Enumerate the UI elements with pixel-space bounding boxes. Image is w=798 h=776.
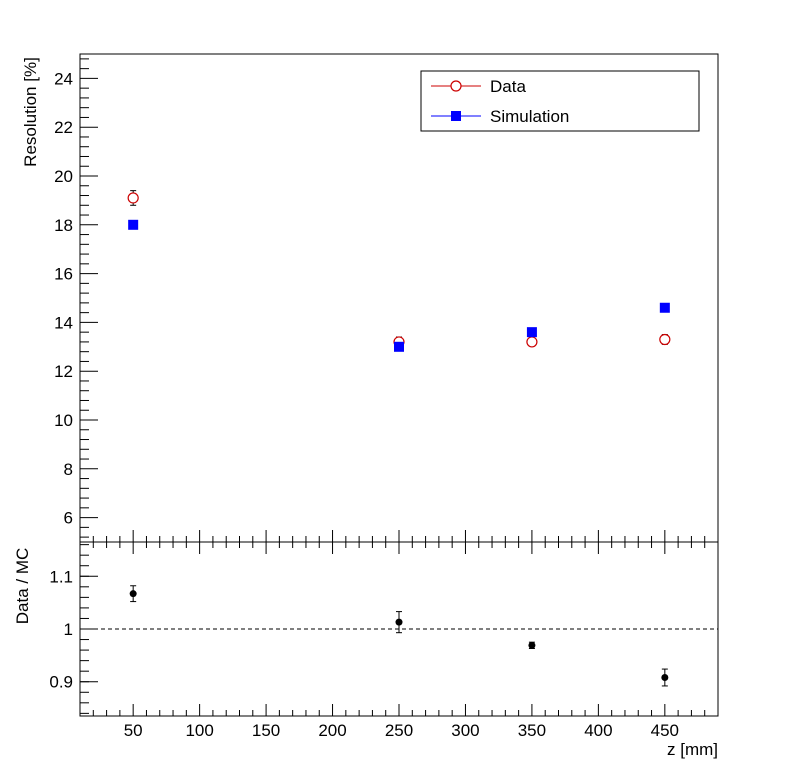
- x-tick-label: 100: [185, 721, 213, 740]
- legend-data-label: Data: [490, 77, 526, 96]
- simulation-point: [526, 327, 537, 338]
- top-panel: 6 8 10 12 14 16 18 20 22 24 Resolution [%] Data S…: [21, 53, 719, 543]
- y-tick-label: 1: [64, 620, 73, 639]
- y-tick-label: 14: [54, 313, 73, 332]
- bottom-y-axis: 0.9 1 1.1: [49, 544, 98, 714]
- top-y-axis: 6 8 10 12 14 16 18 20 22 24: [54, 58, 98, 538]
- ratio-point: [661, 674, 669, 682]
- top-series-layer: [127, 190, 671, 352]
- data-point: [526, 336, 538, 348]
- y-tick-label: 8: [64, 460, 73, 479]
- y-tick-label: 24: [54, 69, 73, 88]
- y-tick-label: 0.9: [49, 673, 73, 692]
- top-y-axis-label: Resolution [%]: [21, 57, 40, 167]
- ratio-point: [528, 641, 536, 649]
- x-tick-label: 300: [451, 721, 479, 740]
- y-tick-label: 20: [54, 167, 73, 186]
- x-tick-label: 450: [651, 721, 679, 740]
- x-tick-label: 50: [124, 721, 143, 740]
- y-tick-label: 10: [54, 411, 73, 430]
- ratio-point: [395, 618, 403, 626]
- bottom-panel: 0.9 1 1.1 50 100 150 200 250 300 350 400 450 Data …: [13, 541, 719, 759]
- data-point: [659, 333, 671, 346]
- x-axis-label: z [mm]: [667, 740, 718, 759]
- bottom-x-axis: 50 100 150 200 250 300 350 400 450: [92, 542, 706, 740]
- legend-simulation-label: Simulation: [490, 107, 569, 126]
- data-point: [127, 192, 139, 204]
- x-tick-label: 200: [318, 721, 346, 740]
- legend-data-marker: [450, 80, 462, 92]
- simulation-point: [128, 219, 139, 230]
- bottom-series-layer: [129, 585, 669, 687]
- y-tick-label: 22: [54, 118, 73, 137]
- x-tick-label: 400: [584, 721, 612, 740]
- x-tick-label: 150: [252, 721, 280, 740]
- bottom-y-axis-label: Data / MC: [13, 548, 32, 625]
- x-tick-label: 350: [518, 721, 546, 740]
- legend: Data Simulation: [420, 70, 700, 132]
- ratio-point: [129, 590, 137, 598]
- y-tick-label: 12: [54, 362, 73, 381]
- simulation-point: [394, 341, 404, 352]
- x-tick-label: 250: [385, 721, 413, 740]
- legend-simulation-marker: [451, 111, 461, 121]
- top-x-axis: [92, 530, 706, 542]
- y-tick-label: 6: [64, 509, 73, 528]
- y-tick-label: 1.1: [49, 567, 73, 586]
- y-tick-label: 18: [54, 216, 73, 235]
- legend-box: [420, 70, 700, 132]
- simulation-point: [659, 302, 670, 313]
- y-tick-label: 16: [54, 265, 73, 284]
